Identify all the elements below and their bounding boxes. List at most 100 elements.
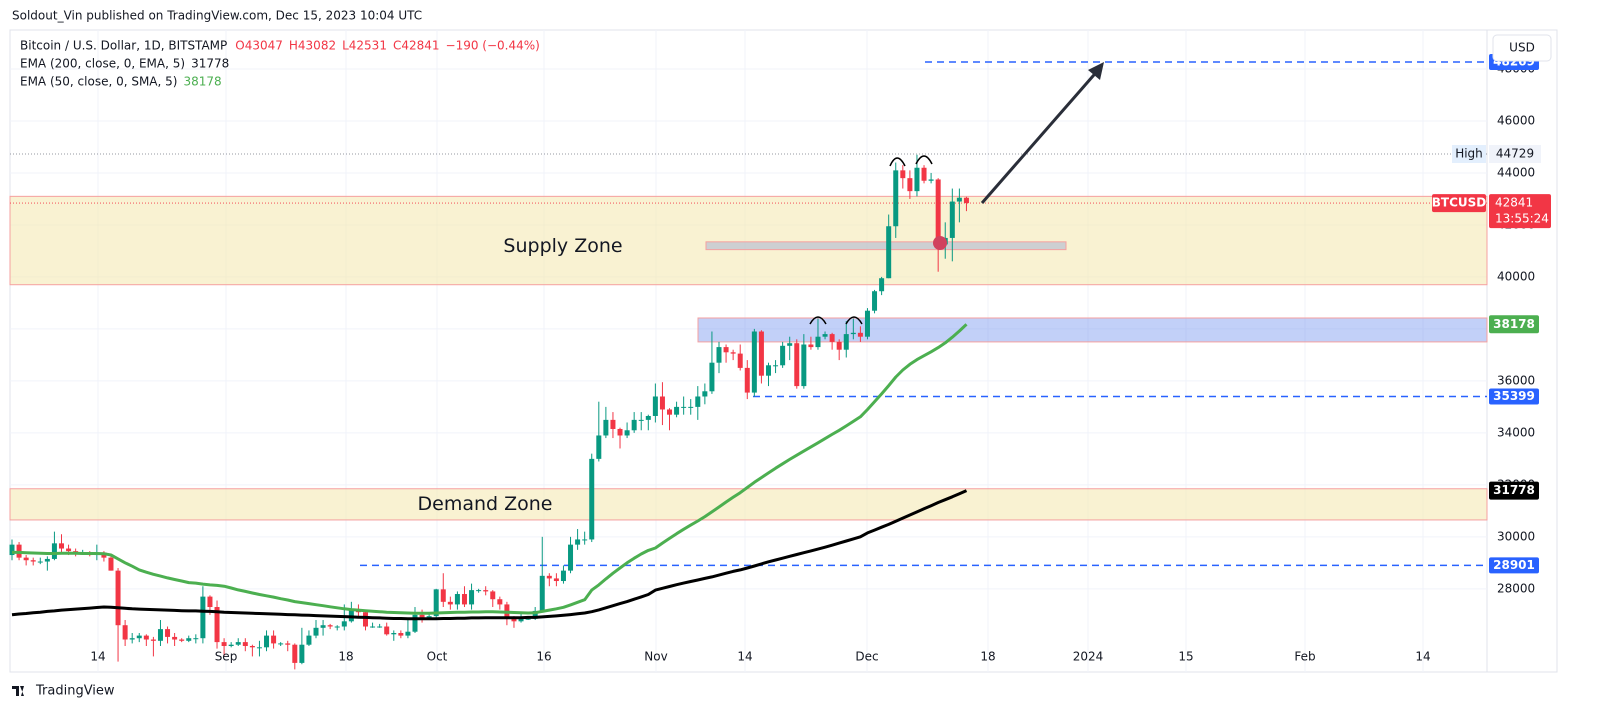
- ema-label-box: [1489, 481, 1539, 500]
- legend-value: 31778: [191, 57, 229, 71]
- candle-body: [313, 627, 319, 636]
- ohlc-value: O43047: [235, 39, 283, 53]
- candle-body: [341, 621, 347, 627]
- candle-body: [469, 590, 475, 605]
- y-tick-label: 30000: [1497, 529, 1535, 543]
- candle-body: [511, 618, 517, 622]
- candle-body: [150, 639, 156, 641]
- candle-body: [603, 419, 609, 436]
- candle-body: [801, 344, 807, 387]
- y-tick-label: 36000: [1497, 373, 1535, 387]
- candle-body: [638, 419, 644, 421]
- candle-body: [249, 646, 255, 648]
- x-tick-label: 2024: [1073, 650, 1104, 664]
- logo-mark: [12, 686, 24, 696]
- x-tick-label: 14: [90, 650, 105, 664]
- level-label: 35399: [1493, 389, 1535, 403]
- candle-body: [773, 365, 779, 367]
- x-tick-label: 18: [338, 650, 353, 664]
- ema-line: [12, 323, 968, 615]
- candle-body: [214, 607, 220, 643]
- candle-body: [391, 633, 397, 635]
- currency[interactable]: USD: [1509, 41, 1535, 55]
- last-timer: 13:55:24: [1495, 212, 1549, 226]
- candle-body: [546, 575, 552, 579]
- candle-body: [539, 575, 545, 611]
- legend-name: EMA (50, close, 0, SMA, 5): [20, 75, 177, 89]
- legend: Bitcoin / U.S. Dollar, 1D, BITSTAMP: [20, 39, 227, 53]
- candle-body: [115, 570, 121, 626]
- candle-body: [560, 570, 566, 582]
- candle-body: [723, 347, 729, 353]
- y-tick-label: 46000: [1497, 113, 1535, 127]
- high-name-box: [1452, 145, 1486, 164]
- candle-body: [921, 167, 927, 181]
- candle-body: [256, 647, 262, 649]
- candle-body: [886, 226, 892, 279]
- candle-body: [879, 278, 885, 292]
- zone: [9, 195, 1488, 286]
- candle-body: [23, 557, 29, 561]
- candle-body: [836, 341, 842, 350]
- zone: [9, 488, 1488, 521]
- plot: [9, 154, 969, 670]
- candle-body: [285, 643, 291, 645]
- candle-body: [426, 616, 432, 618]
- candle-body: [172, 636, 178, 640]
- candle-body: [327, 625, 333, 627]
- x-tick-label: Sep: [215, 650, 238, 664]
- x-tick-label: Feb: [1294, 650, 1315, 664]
- candle-body: [695, 396, 701, 407]
- candle-body: [843, 334, 849, 350]
- candle-body: [659, 396, 665, 410]
- x-tick-label: 18: [980, 650, 995, 664]
- candle-body: [596, 435, 602, 459]
- candle-body: [377, 626, 383, 628]
- last-name-box: [1432, 194, 1486, 213]
- candle-body: [384, 626, 390, 635]
- currency-button[interactable]: [1492, 34, 1552, 62]
- candle-body: [108, 557, 114, 571]
- last-value: 42841: [1495, 196, 1533, 210]
- candle-body: [264, 635, 270, 648]
- candle-body: [30, 560, 36, 562]
- candle-body: [857, 332, 863, 337]
- candle-body: [143, 635, 149, 640]
- candle-body: [306, 635, 312, 645]
- candle-body: [207, 596, 213, 608]
- candle-body: [617, 428, 623, 436]
- candle-body: [136, 635, 142, 639]
- candle-body: [122, 625, 128, 640]
- candle-body: [532, 610, 538, 619]
- logo: TradingView: [12, 684, 115, 699]
- y-tick-label: 44000: [1497, 165, 1535, 179]
- candle-body: [850, 332, 856, 335]
- head-arc: [809, 316, 827, 325]
- candle-body: [497, 599, 503, 605]
- candle-body: [157, 629, 163, 641]
- candle-body: [179, 639, 185, 641]
- candle-body: [363, 612, 368, 627]
- y-tick-label: 40000: [1497, 269, 1535, 283]
- ema-line: [11, 489, 968, 621]
- candle-body: [200, 596, 206, 639]
- candle-body: [292, 644, 298, 663]
- candle-body: [405, 631, 411, 636]
- x-tick-label: 14: [1415, 650, 1430, 664]
- candle-body: [271, 635, 277, 644]
- candle-body: [709, 362, 715, 392]
- y-tick-label: 34000: [1497, 425, 1535, 439]
- candle-body: [829, 334, 835, 342]
- candle-body: [787, 343, 793, 346]
- candle-body: [575, 539, 581, 545]
- zone-label: Supply Zone: [503, 235, 622, 257]
- box: [697, 317, 1488, 343]
- candle-body: [525, 618, 531, 620]
- y-tick-label: 28000: [1497, 581, 1535, 595]
- candle-body: [398, 633, 404, 636]
- candle-body: [956, 197, 962, 202]
- title: Bitcoin / U.S. Dollar, 1D, BITSTAMP: [20, 39, 227, 53]
- ema-label-box: [1489, 315, 1539, 334]
- candle-body: [553, 578, 559, 582]
